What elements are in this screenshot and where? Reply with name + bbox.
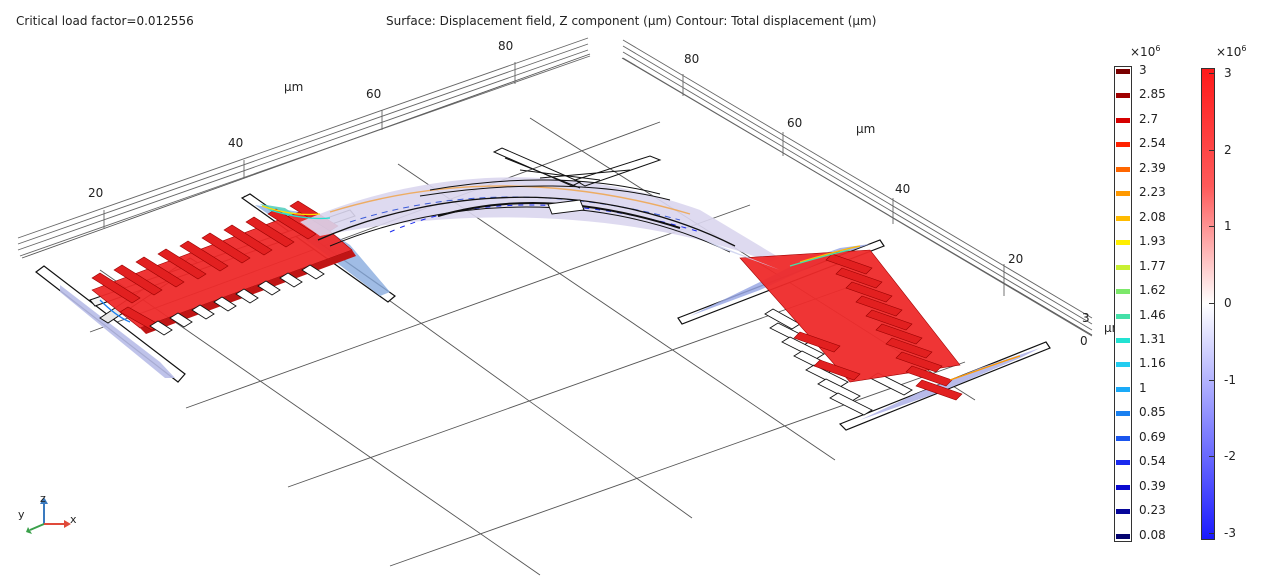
contour-legend xyxy=(1114,66,1132,542)
surface-legend-label: 3 xyxy=(1224,66,1232,80)
contour-legend-swatch xyxy=(1116,386,1130,392)
triad-x-label: x xyxy=(70,513,77,526)
contour-legend-label: 0.85 xyxy=(1139,405,1166,420)
contour-legend-label: 2.7 xyxy=(1139,111,1159,126)
contour-legend-label: 0.39 xyxy=(1139,478,1166,493)
surface-legend-label: 0 xyxy=(1224,296,1232,310)
plot-title: Surface: Displacement field, Z component… xyxy=(386,14,877,28)
surface-legend-tick xyxy=(1209,226,1215,227)
right-axis-unit: µm xyxy=(856,122,876,136)
contour-legend-label: 3 xyxy=(1139,63,1147,77)
critical-load-factor-label: Critical load factor=0.012556 xyxy=(16,14,194,28)
contour-legend-swatch xyxy=(1116,215,1130,221)
left-beam-front xyxy=(35,265,186,383)
contour-legend-swatch xyxy=(1116,69,1130,74)
contour-legend-swatch xyxy=(1116,142,1130,148)
contour-legend-multiplier: ×106 xyxy=(1130,44,1161,59)
surface-legend-tick xyxy=(1209,73,1215,74)
contour-legend-label: 1.31 xyxy=(1139,331,1166,346)
anchor-spring xyxy=(492,147,662,189)
contour-legend-label: 1.16 xyxy=(1139,356,1166,371)
contour-legend-swatch xyxy=(1116,337,1130,343)
left-axis-tick: 80 xyxy=(498,39,514,53)
right-back-wall xyxy=(622,39,1093,337)
contour-legend-swatch xyxy=(1116,509,1130,515)
surface-legend-tick xyxy=(1209,303,1215,304)
orientation-triad xyxy=(26,497,71,534)
right-axis-tick: 40 xyxy=(895,182,911,196)
contour-legend-label: 1.62 xyxy=(1139,283,1166,298)
plot-canvas[interactable] xyxy=(0,0,1100,576)
contour-legend-swatch xyxy=(1116,484,1130,490)
contour-legend-swatch xyxy=(1116,435,1130,441)
right-axis-tick: 60 xyxy=(787,116,803,130)
surface-legend-multiplier: ×106 xyxy=(1216,44,1247,59)
contour-legend-label: 1 xyxy=(1139,380,1147,395)
contour-legend-swatch xyxy=(1116,93,1130,99)
contour-legend-label: 0.08 xyxy=(1139,527,1166,542)
right-axis-tick: 80 xyxy=(684,52,700,66)
left-back-wall xyxy=(17,37,591,257)
triad-z-label: z xyxy=(40,492,46,505)
contour-legend-swatch xyxy=(1116,240,1130,246)
contour-lines xyxy=(99,205,1021,381)
left-axis-unit: µm xyxy=(284,80,304,94)
contour-legend-swatch xyxy=(1116,166,1130,172)
right-rotor-fingers xyxy=(793,253,963,401)
contour-legend-label: 1.46 xyxy=(1139,307,1166,322)
z-axis-tick: 3 xyxy=(1082,311,1090,325)
surface-legend-label: 1 xyxy=(1224,219,1232,233)
left-rotor-fingers xyxy=(91,200,339,331)
surface-legend-tick xyxy=(1209,456,1215,457)
contour-legend-swatch xyxy=(1116,289,1130,295)
contour-legend-label: 0.23 xyxy=(1139,503,1166,518)
left-axis-tick: 20 xyxy=(88,186,104,200)
contour-legend-swatch xyxy=(1116,191,1130,197)
contour-legend-label: 0.69 xyxy=(1139,429,1166,444)
surface-legend-tick xyxy=(1209,533,1215,534)
surface-color-bar xyxy=(1201,68,1215,540)
contour-legend-label: 2.39 xyxy=(1139,160,1166,175)
z-axis-tick: 0 xyxy=(1080,334,1088,348)
contour-legend-label: 1.93 xyxy=(1139,234,1166,249)
contour-legend-label: 2.08 xyxy=(1139,209,1166,224)
contour-legend-label: 2.54 xyxy=(1139,136,1166,151)
surface-legend-label: -3 xyxy=(1224,526,1236,540)
contour-legend-swatch xyxy=(1116,264,1130,270)
contour-legend-swatch xyxy=(1116,411,1130,417)
left-stator-fingers xyxy=(149,264,325,336)
contour-legend-swatch xyxy=(1116,460,1130,466)
right-axis-tick: 20 xyxy=(1008,252,1024,266)
contour-legend-label: 0.54 xyxy=(1139,454,1166,469)
left-axis-tick: 60 xyxy=(366,87,382,101)
contour-legend-swatch xyxy=(1116,117,1130,123)
surface-legend-tick xyxy=(1209,380,1215,381)
contour-legend-swatch xyxy=(1116,533,1130,539)
surface-legend-tick xyxy=(1209,150,1215,151)
contour-legend-label: 1.77 xyxy=(1139,258,1166,273)
contour-legend-swatch xyxy=(1116,313,1130,319)
contour-legend-swatch xyxy=(1116,362,1130,368)
contour-legend-label: 2.23 xyxy=(1139,185,1166,200)
central-arch xyxy=(300,177,780,262)
surface-legend-label: 2 xyxy=(1224,143,1232,157)
surface-legend-label: -2 xyxy=(1224,449,1236,463)
triad-y-label: y xyxy=(18,508,25,521)
surface-legend-label: -1 xyxy=(1224,373,1236,387)
left-axis-tick: 40 xyxy=(228,136,244,150)
contour-legend-label: 2.85 xyxy=(1139,87,1166,102)
